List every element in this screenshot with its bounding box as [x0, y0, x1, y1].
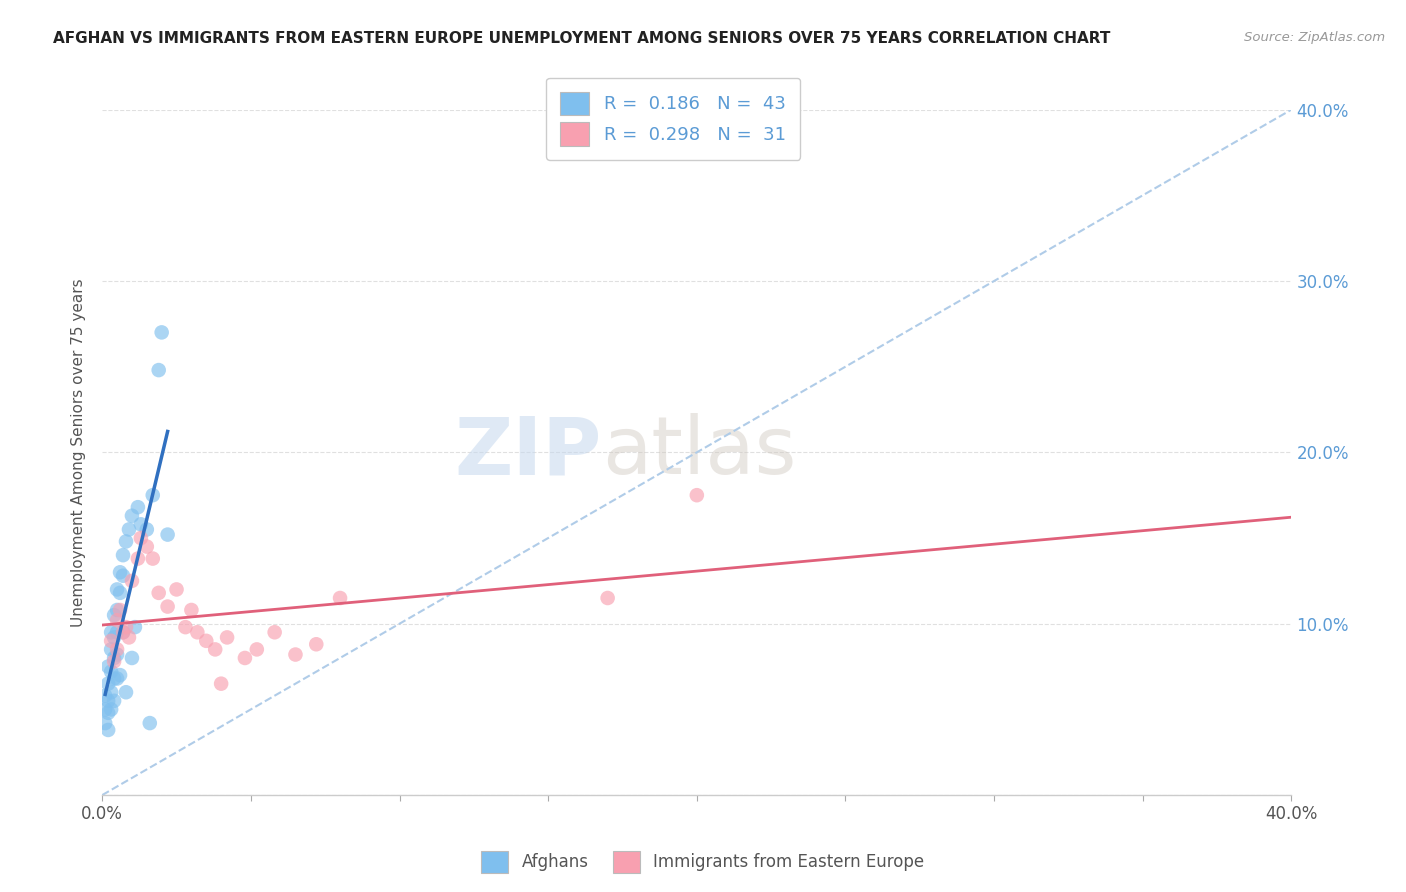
Point	[150, 326, 173, 340]
Point	[217, 631, 239, 645]
Point	[127, 500, 149, 515]
Point	[156, 599, 179, 614]
Point	[180, 603, 202, 617]
Text: atlas: atlas	[602, 413, 796, 491]
Point	[124, 620, 146, 634]
Text: Source: ZipAtlas.com: Source: ZipAtlas.com	[1244, 31, 1385, 45]
Text: AFGHAN VS IMMIGRANTS FROM EASTERN EUROPE UNEMPLOYMENT AMONG SENIORS OVER 75 YEAR: AFGHAN VS IMMIGRANTS FROM EASTERN EUROPE…	[53, 31, 1111, 46]
Point	[135, 523, 157, 537]
Point	[121, 508, 143, 523]
Point	[129, 517, 152, 532]
Point	[142, 551, 165, 566]
Point	[94, 702, 117, 716]
Point	[135, 540, 157, 554]
Y-axis label: Unemployment Among Seniors over 75 years: Unemployment Among Seniors over 75 years	[72, 278, 86, 627]
Point	[103, 654, 125, 668]
Point	[97, 659, 120, 673]
Point	[129, 531, 152, 545]
Legend: Afghans, Immigrants from Eastern Europe: Afghans, Immigrants from Eastern Europe	[475, 845, 931, 880]
Point	[100, 633, 122, 648]
Point	[111, 625, 134, 640]
Point	[100, 625, 122, 640]
Point	[139, 716, 162, 731]
Point	[118, 523, 141, 537]
Point	[108, 566, 131, 580]
Point	[105, 603, 128, 617]
Point	[103, 694, 125, 708]
Point	[103, 631, 125, 645]
Point	[108, 668, 131, 682]
Point	[100, 685, 122, 699]
Point	[118, 631, 141, 645]
Point	[156, 527, 179, 541]
Point	[115, 685, 138, 699]
Point	[105, 582, 128, 597]
Point	[686, 488, 709, 502]
Point	[103, 608, 125, 623]
Point	[105, 642, 128, 657]
Point	[121, 574, 143, 588]
Point	[100, 665, 122, 679]
Point	[148, 363, 170, 377]
Point	[105, 613, 128, 627]
Point	[108, 586, 131, 600]
Point	[115, 620, 138, 634]
Point	[108, 603, 131, 617]
Point	[97, 706, 120, 720]
Point	[100, 702, 122, 716]
Point	[204, 642, 226, 657]
Point	[97, 676, 120, 690]
Point	[121, 651, 143, 665]
Point	[127, 551, 149, 566]
Point	[246, 642, 269, 657]
Point	[97, 723, 120, 737]
Point	[596, 591, 619, 605]
Point	[142, 488, 165, 502]
Point	[195, 633, 218, 648]
Point	[103, 672, 125, 686]
Point	[263, 625, 285, 640]
Point	[105, 625, 128, 640]
Legend: R =  0.186   N =  43, R =  0.298   N =  31: R = 0.186 N = 43, R = 0.298 N = 31	[546, 78, 800, 160]
Point	[111, 568, 134, 582]
Point	[94, 716, 117, 731]
Point	[166, 582, 188, 597]
Text: ZIP: ZIP	[454, 413, 602, 491]
Point	[115, 534, 138, 549]
Point	[284, 648, 307, 662]
Point	[186, 625, 208, 640]
Point	[105, 648, 128, 662]
Point	[111, 625, 134, 640]
Point	[97, 694, 120, 708]
Point	[209, 676, 232, 690]
Point	[105, 672, 128, 686]
Point	[111, 548, 134, 562]
Point	[103, 651, 125, 665]
Point	[100, 642, 122, 657]
Point	[148, 586, 170, 600]
Point	[174, 620, 197, 634]
Point	[233, 651, 256, 665]
Point	[94, 689, 117, 703]
Point	[329, 591, 352, 605]
Point	[305, 637, 328, 651]
